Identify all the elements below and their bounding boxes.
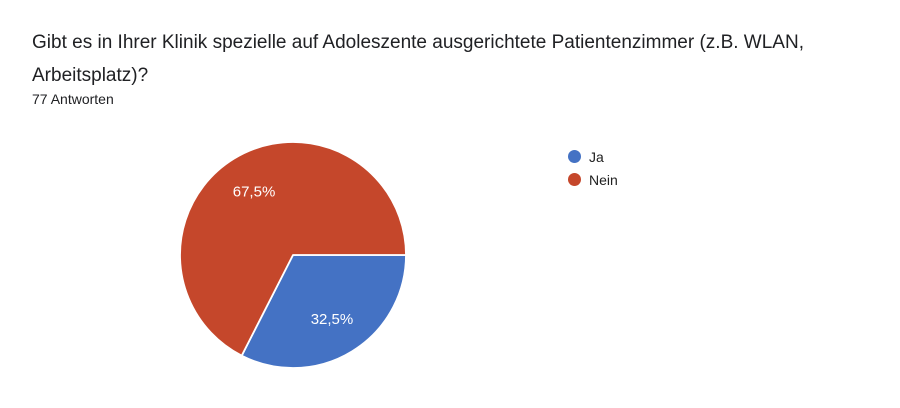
legend-item-nein: Nein xyxy=(568,168,618,191)
chart-legend: Ja Nein xyxy=(568,145,618,191)
legend-label: Ja xyxy=(589,148,604,165)
pie-slice-label: 32,5% xyxy=(311,311,354,328)
legend-color-icon xyxy=(568,150,581,163)
pie-slice-ja[interactable] xyxy=(240,254,407,369)
pie-slice-nein[interactable] xyxy=(179,141,407,357)
question-title: Gibt es in Ihrer Klinik spezielle auf Ad… xyxy=(32,26,872,92)
legend-item-ja: Ja xyxy=(568,145,618,168)
legend-color-icon xyxy=(568,173,581,186)
question-title-line-2: Arbeitsplatz)? xyxy=(32,65,149,86)
question-title-line-1: Gibt es in Ihrer Klinik spezielle auf Ad… xyxy=(32,32,804,53)
pie-chart: 32,5% 67,5% xyxy=(179,141,407,369)
legend-label: Nein xyxy=(589,171,618,188)
pie-slice-label: 67,5% xyxy=(233,184,276,201)
response-count: 77 Antworten xyxy=(32,91,114,107)
